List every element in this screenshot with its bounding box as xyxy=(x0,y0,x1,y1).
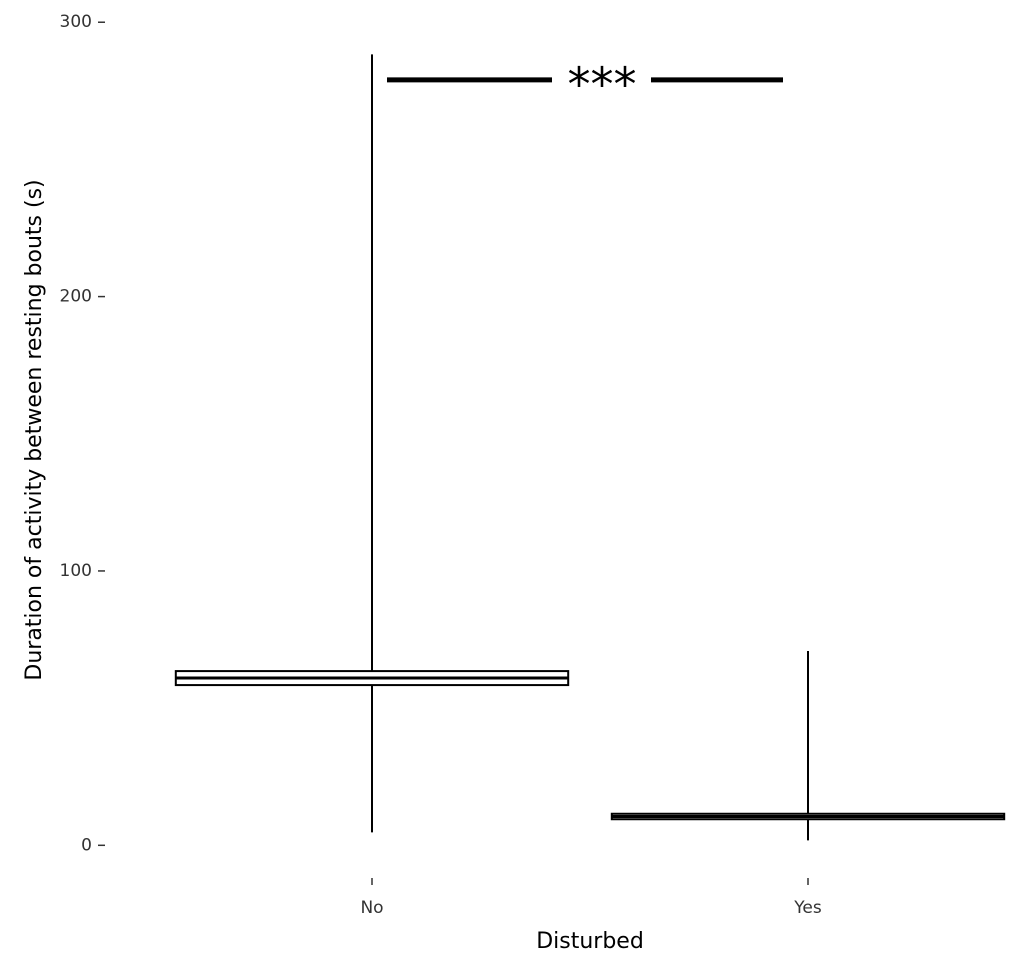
y-axis-title: Duration of activity between resting bou… xyxy=(22,179,47,680)
y-tick-label: 300 xyxy=(60,12,92,32)
y-tick-label: 200 xyxy=(60,287,92,307)
significance-label: *** xyxy=(568,57,637,111)
y-tick-label: 100 xyxy=(60,561,92,581)
x-axis-title: Disturbed xyxy=(536,929,644,954)
x-tick-label: No xyxy=(360,898,383,918)
x-tick-label: Yes xyxy=(793,898,822,918)
y-tick-label: 0 xyxy=(81,835,92,855)
